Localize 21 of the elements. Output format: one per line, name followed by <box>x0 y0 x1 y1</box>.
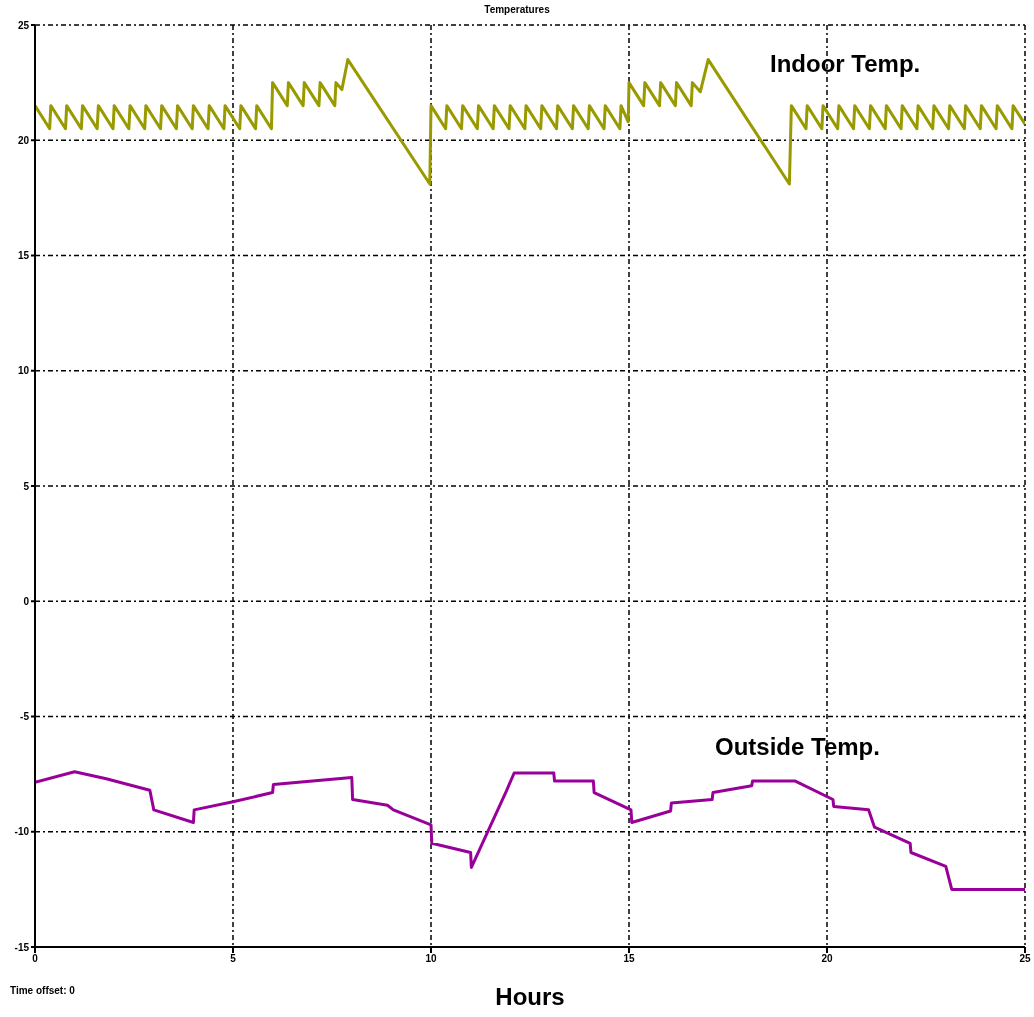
y-tick-label: 25 <box>17 19 30 31</box>
y-tick-label: -10 <box>14 826 30 838</box>
y-tick-label: 10 <box>17 365 30 377</box>
x-tick-label: 10 <box>425 953 437 965</box>
x-tick-label: 0 <box>32 953 39 965</box>
y-tick-label: 15 <box>17 250 30 262</box>
y-tick-label: -5 <box>20 711 30 723</box>
y-tick-label: 20 <box>17 134 30 146</box>
x-tick-label: 5 <box>230 953 237 965</box>
y-tick-label: 0 <box>23 595 30 607</box>
x-tick-label: 25 <box>1019 953 1031 965</box>
x-tick-label: 20 <box>821 953 833 965</box>
text: Time offset: 0 <box>10 985 75 996</box>
series-label: Outside Temp. <box>715 733 880 761</box>
chart-title: Temperatures <box>483 4 551 15</box>
y-tick-label: 5 <box>23 480 30 492</box>
x-tick-label: 15 <box>623 953 635 965</box>
line-series <box>35 770 1025 891</box>
y-tick-label: -15 <box>14 941 30 953</box>
x-axis-title: Hours <box>495 983 565 1010</box>
series-label: Indoor Temp. <box>770 50 921 78</box>
